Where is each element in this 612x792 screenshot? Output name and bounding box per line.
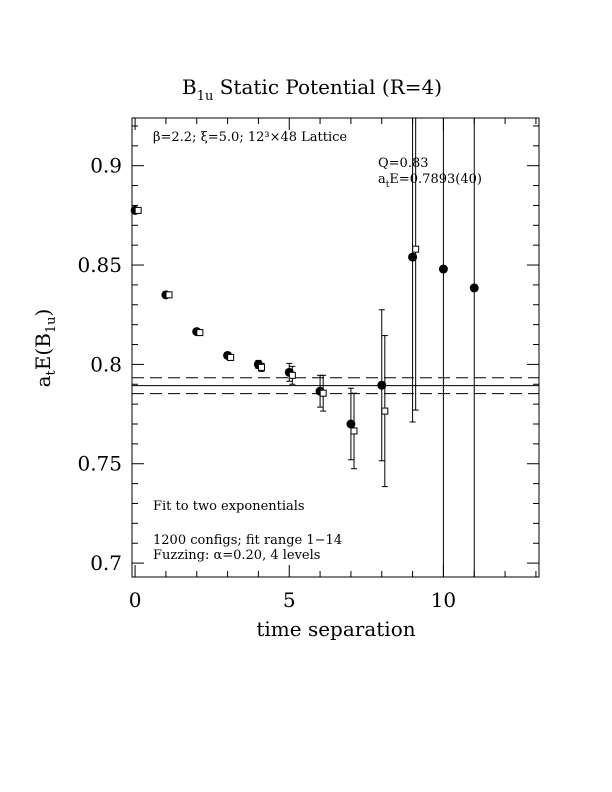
q-value-annotation: Q=0.83	[378, 156, 429, 171]
energy-rest: E=0.7893(40)	[389, 172, 482, 187]
energy-main: a	[378, 172, 386, 187]
data-point-circle	[346, 419, 356, 429]
fuzzing-annotation: Fuzzing: α=0.20, 4 levels	[153, 548, 320, 563]
ylabel-sub1: t	[44, 369, 59, 375]
lattice-annotation: β=2.2; ξ=5.0; 12³×48 Lattice	[153, 130, 347, 145]
x-axis-label: time separation	[256, 617, 415, 641]
data-point-circle	[469, 283, 479, 293]
x-tick-label: 5	[283, 588, 296, 612]
data-point-square	[412, 245, 420, 253]
fit-lines	[132, 377, 539, 395]
y-axis-label: atE(B1u)	[31, 309, 59, 388]
y-tick-label: 0.75	[77, 452, 122, 476]
energy-sub: t	[386, 180, 390, 190]
data-point-square	[288, 371, 296, 379]
tick-labels: 0 5 10 0.7 0.75 0.8 0.85 0.9	[77, 154, 456, 612]
title-sub: 1u	[197, 89, 214, 104]
data-point-circle	[438, 264, 448, 274]
y-tick-label: 0.8	[90, 352, 122, 376]
title-main: B	[182, 75, 197, 99]
energy-annotation: atE=0.7893(40)	[378, 172, 482, 190]
ylabel-end: )	[31, 309, 55, 317]
ylabel-mid: E(B	[31, 333, 55, 370]
data-point-square	[165, 291, 173, 299]
ylabel-main: a	[31, 375, 55, 387]
x-tick-label: 10	[431, 588, 456, 612]
x-tick-label: 0	[129, 588, 142, 612]
ylabel-sub2: 1u	[44, 316, 59, 333]
plot-frame	[131, 117, 540, 578]
data-point-square	[196, 329, 204, 337]
fit-type-annotation: Fit to two exponentials	[153, 499, 305, 514]
data-point-square	[381, 407, 389, 415]
data-point-square	[350, 427, 358, 435]
points	[130, 205, 479, 435]
chart-title: B1u Static Potential (R=4)	[182, 75, 442, 104]
data-point-square	[134, 206, 142, 214]
y-tick-label: 0.85	[77, 253, 122, 277]
configs-annotation: 1200 configs; fit range 1−14	[153, 533, 342, 548]
data-point-circle	[377, 380, 387, 390]
y-tick-label: 0.7	[90, 551, 122, 575]
title-rest: Static Potential (R=4)	[213, 75, 442, 99]
data-point-square	[319, 389, 327, 397]
data-point-circle	[408, 252, 418, 262]
data-point-square	[227, 353, 235, 361]
y-tick-label: 0.9	[90, 154, 122, 178]
data-point-square	[258, 363, 265, 371]
